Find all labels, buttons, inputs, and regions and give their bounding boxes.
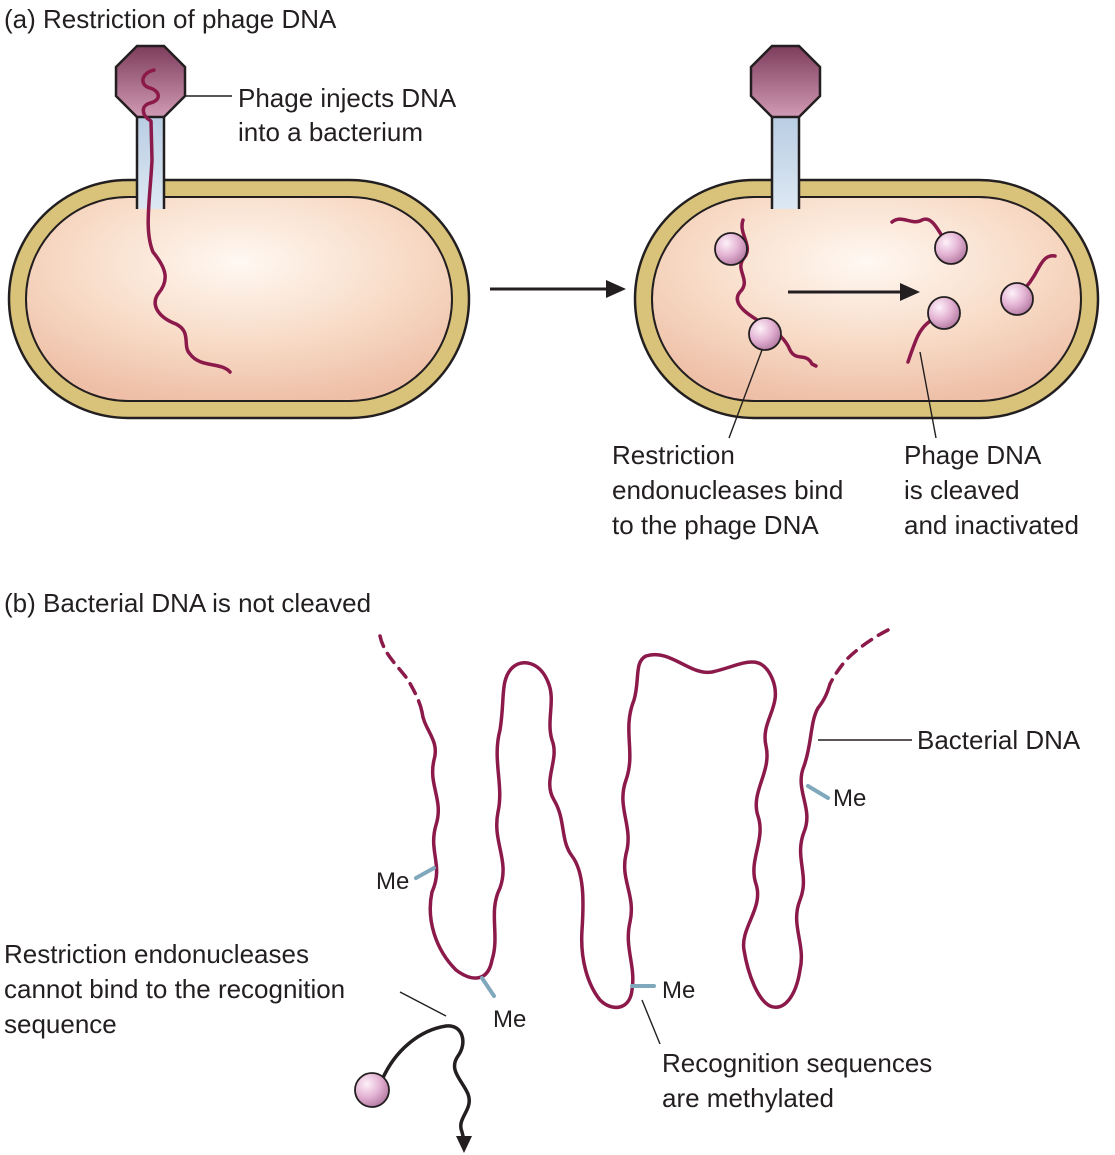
label-methylated-line1: Recognition sequences xyxy=(662,1048,932,1078)
panel-b-title: (b) Bacterial DNA is not cleaved xyxy=(4,588,371,618)
pointer-methylated xyxy=(641,999,661,1045)
methyl-label: Me xyxy=(493,1006,526,1033)
label-cannot-bind-line2: cannot bind to the recognition xyxy=(4,974,345,1004)
bacterial-dna-dashed-left xyxy=(378,634,424,714)
label-cannot-bind-line3: sequence xyxy=(4,1009,117,1039)
bacterial-dna-strand xyxy=(420,652,832,1010)
label-cannot-bind-line1: Restriction endonucleases xyxy=(4,939,309,969)
arrow-icon xyxy=(490,280,626,298)
label-cleaved-line1: Phage DNA xyxy=(904,440,1042,470)
bacterium-left xyxy=(7,178,471,420)
phage-right xyxy=(749,44,822,209)
arrow-icon xyxy=(788,283,920,301)
label-bind-line1: Restriction xyxy=(612,440,735,470)
methyl-label: Me xyxy=(376,868,409,895)
label-phage-injects-line2: into a bacterium xyxy=(238,117,423,147)
enzyme-sphere-icon xyxy=(1000,282,1034,316)
bacterium-right xyxy=(633,178,1100,420)
label-bind-line3: to the phage DNA xyxy=(612,510,819,540)
arrow-icon xyxy=(456,1136,472,1153)
pointer-cannot-bind xyxy=(399,991,447,1017)
label-bind-line2: endonucleases bind xyxy=(612,475,843,505)
label-phage-injects-line1: Phage injects DNA xyxy=(238,83,457,113)
label-cleaved-line3: and inactivated xyxy=(904,510,1079,540)
pointer-cleaved xyxy=(919,351,937,439)
phage-dna-fragment-1 xyxy=(890,217,944,238)
label-bacterial-dna: Bacterial DNA xyxy=(917,725,1081,755)
label-cleaved-line2: is cleaved xyxy=(904,475,1020,505)
methyl-label: Me xyxy=(833,785,866,812)
methyl-tag xyxy=(480,976,496,998)
enzyme-sphere-icon xyxy=(927,296,961,330)
label-methylated-line2: are methylated xyxy=(662,1083,834,1113)
methyl-tag xyxy=(806,784,830,800)
enzyme-sphere-icon xyxy=(748,317,782,351)
phage-capsid-icon xyxy=(114,44,187,119)
enzyme-strand-black xyxy=(380,1024,471,1142)
pointer-bind xyxy=(728,349,763,439)
enzyme-sphere-icon xyxy=(714,232,748,266)
methyl-label: Me xyxy=(662,977,695,1004)
phage-dna-fragment-3 xyxy=(906,316,938,364)
phage-capsid-icon xyxy=(749,44,822,119)
enzyme-sphere-icon xyxy=(354,1072,390,1108)
methyl-tag xyxy=(414,866,436,880)
phage-dna-injected xyxy=(141,68,232,374)
bacterial-dna-dashed-right xyxy=(828,628,890,686)
panel-a-title: (a) Restriction of phage DNA xyxy=(4,4,337,34)
enzyme-sphere-icon xyxy=(934,231,968,265)
